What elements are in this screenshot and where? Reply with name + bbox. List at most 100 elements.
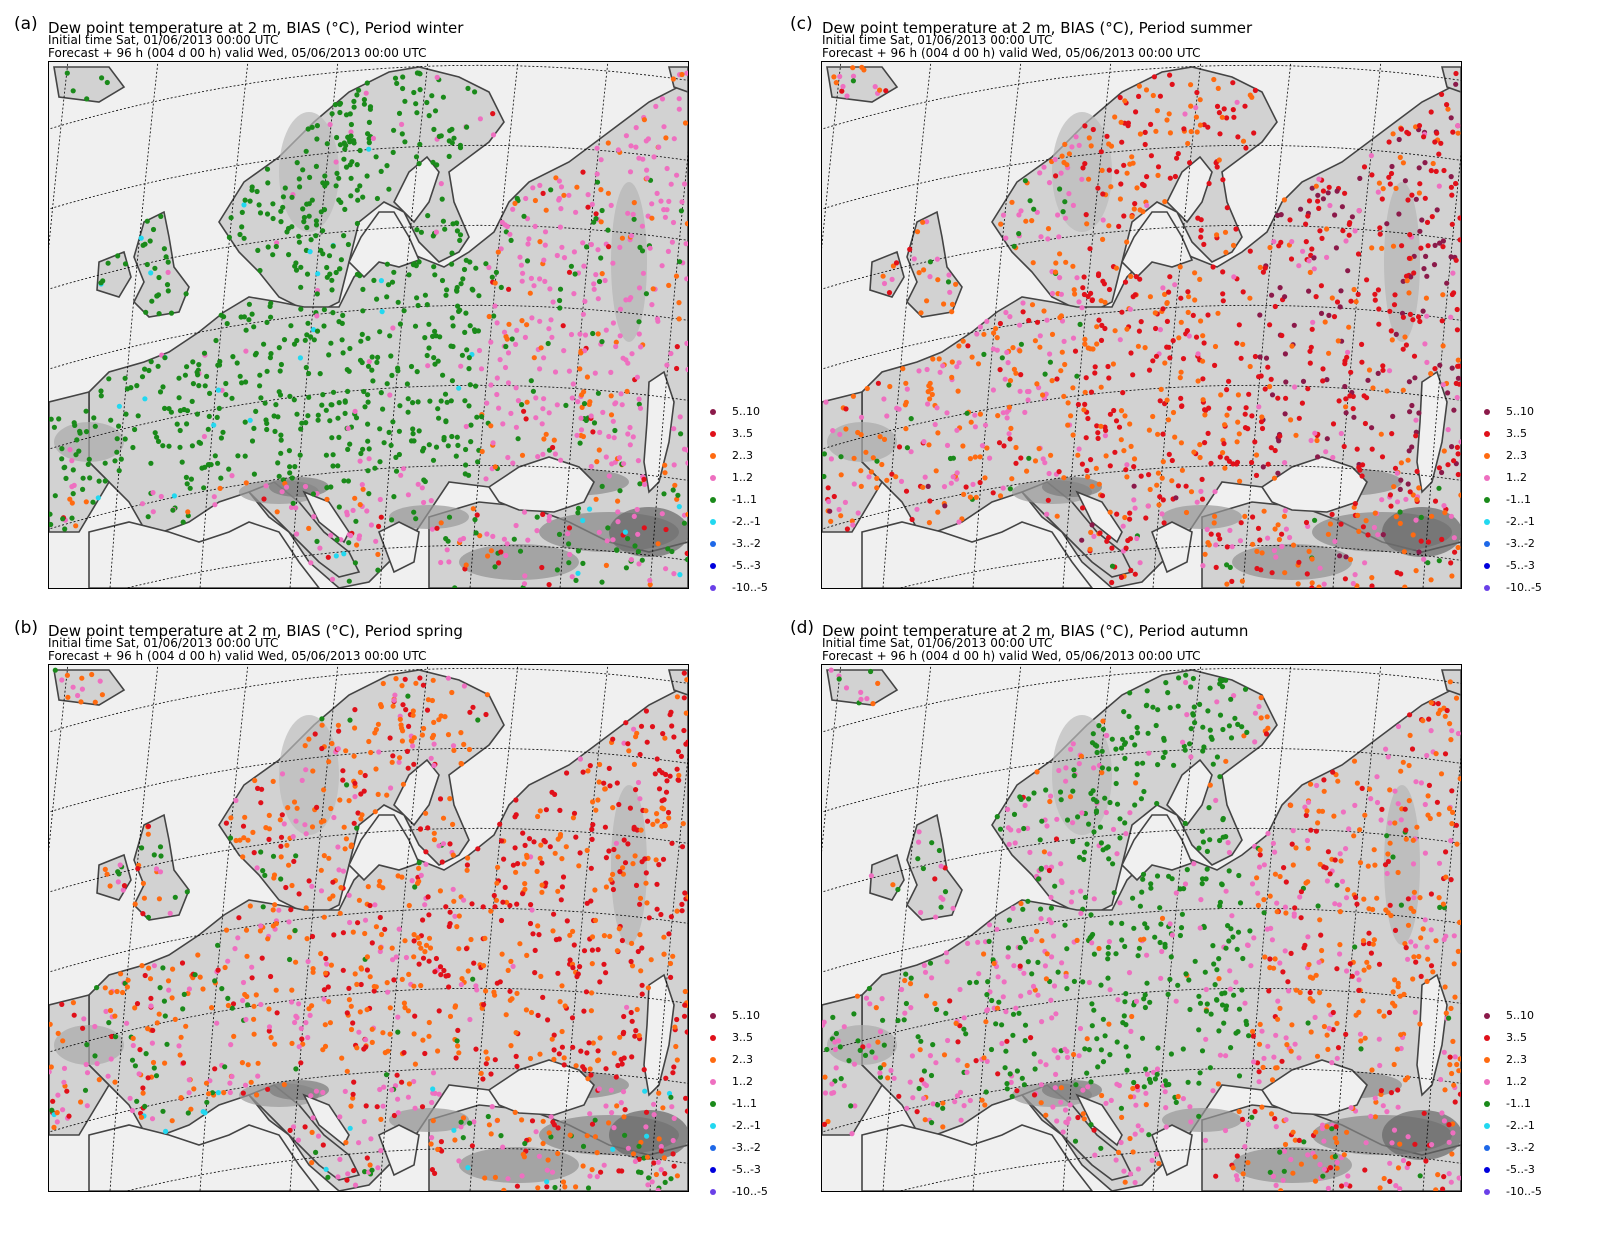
station-dot: [270, 252, 276, 258]
station-dot: [681, 670, 687, 676]
station-dot: [1417, 318, 1423, 325]
station-dot: [677, 572, 683, 578]
station-dot: [1130, 372, 1136, 378]
station-dot: [629, 940, 635, 946]
station-dot: [1031, 790, 1037, 796]
station-dot: [667, 773, 673, 779]
station-dot: [476, 293, 482, 299]
station-dot: [107, 883, 113, 889]
station-dot: [1057, 314, 1063, 321]
station-dot: [1370, 385, 1376, 391]
station-dot: [1348, 298, 1354, 304]
station-dot: [426, 442, 432, 448]
station-dot: [350, 1091, 356, 1097]
station-dot: [1160, 497, 1166, 503]
station-dot: [1258, 419, 1265, 425]
station-dot: [606, 765, 612, 771]
station-dot: [1131, 1079, 1137, 1086]
station-dot: [340, 930, 346, 936]
station-dot: [1411, 270, 1417, 276]
station-dot: [266, 812, 272, 818]
station-dot: [1436, 183, 1442, 189]
station-dot: [1217, 837, 1223, 844]
station-dot: [630, 211, 636, 217]
station-dot: [369, 940, 375, 946]
station-dot: [284, 842, 290, 848]
station-dot: [1303, 519, 1310, 526]
station-dot: [1040, 456, 1046, 462]
station-dot: [1217, 712, 1224, 718]
station-dot: [989, 997, 995, 1004]
station-dot: [522, 1140, 528, 1147]
station-dot: [1456, 381, 1461, 387]
station-dot: [278, 208, 284, 214]
station-dot: [439, 196, 445, 202]
station-dot: [1100, 718, 1106, 724]
station-dot: [1375, 532, 1381, 538]
station-dot: [560, 1179, 567, 1185]
station-dot: [388, 785, 394, 791]
station-dot: [469, 901, 475, 907]
station-dot: [1301, 945, 1307, 951]
station-dot: [661, 207, 667, 213]
station-dot: [1451, 535, 1457, 541]
station-dot: [1288, 1156, 1294, 1163]
station-dot: [1159, 511, 1165, 517]
station-dot: [1329, 295, 1335, 301]
station-dot: [390, 703, 396, 709]
station-dot: [1058, 878, 1064, 884]
station-dot: [217, 485, 223, 491]
station-dot: [303, 148, 309, 154]
station-dot: [1200, 333, 1206, 339]
station-dot: [941, 484, 948, 490]
legend-color-swatch: [710, 409, 716, 415]
station-dot: [1289, 239, 1295, 245]
station-dot: [1457, 215, 1461, 221]
station-dot: [571, 291, 577, 297]
meridian-line: [1332, 665, 1382, 1191]
initial-time: Initial time Sat, 01/06/2013 00:00 UTC: [822, 33, 1053, 47]
station-dot: [265, 1086, 271, 1092]
station-dot: [83, 1061, 89, 1068]
station-dot: [626, 748, 632, 754]
station-dot: [375, 551, 381, 557]
station-dot: [1441, 1049, 1447, 1055]
station-dot: [348, 1103, 354, 1109]
station-dot: [1273, 1032, 1279, 1038]
station-dot: [1150, 358, 1156, 364]
station-dot: [622, 1132, 628, 1138]
station-dot: [135, 413, 141, 419]
station-dot: [1257, 354, 1263, 360]
station-dot: [313, 1149, 319, 1155]
station-dot: [1320, 188, 1326, 194]
station-dot: [599, 483, 605, 489]
station-dot: [114, 988, 120, 995]
station-dot: [235, 935, 241, 941]
station-dot: [643, 808, 649, 814]
station-dot: [982, 475, 988, 481]
station-dot: [305, 126, 311, 132]
station-dot: [964, 1062, 970, 1069]
station-dot: [363, 90, 369, 96]
station-dot: [1153, 325, 1159, 332]
station-dot: [1387, 840, 1393, 846]
station-dot: [149, 1116, 156, 1122]
orography-patch: [269, 477, 329, 497]
station-dot: [491, 989, 497, 995]
station-dot: [443, 292, 449, 298]
station-dot: [78, 1099, 84, 1105]
station-dot: [107, 1007, 114, 1014]
station-dot: [668, 1176, 674, 1182]
station-dot: [246, 301, 252, 307]
station-dot: [1193, 105, 1199, 111]
station-dot: [610, 260, 616, 266]
station-dot: [137, 1047, 143, 1053]
station-dot: [384, 381, 390, 387]
legend-color-swatch: [710, 431, 716, 437]
station-dot: [1055, 212, 1061, 218]
station-dot: [1305, 1152, 1311, 1158]
station-dot: [559, 856, 565, 862]
station-dot: [1421, 556, 1427, 562]
meridian-line: [469, 62, 519, 588]
station-dot: [1277, 433, 1283, 439]
